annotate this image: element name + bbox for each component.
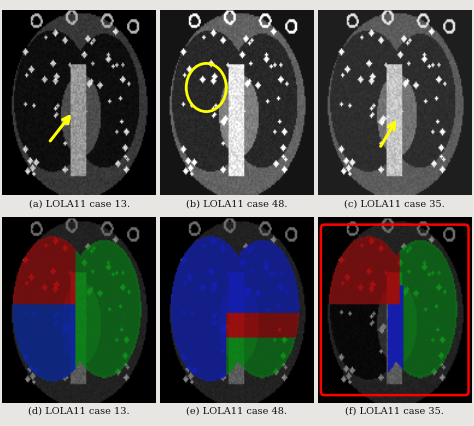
Text: (f) LOLA11 case 35.: (f) LOLA11 case 35. — [345, 406, 444, 415]
Text: (b) LOLA11 case 48.: (b) LOLA11 case 48. — [186, 199, 288, 208]
Text: (c) LOLA11 case 35.: (c) LOLA11 case 35. — [344, 199, 445, 208]
Text: (d) LOLA11 case 13.: (d) LOLA11 case 13. — [28, 406, 130, 415]
Text: (a) LOLA11 case 13.: (a) LOLA11 case 13. — [29, 199, 130, 208]
Text: (e) LOLA11 case 48.: (e) LOLA11 case 48. — [186, 406, 288, 415]
